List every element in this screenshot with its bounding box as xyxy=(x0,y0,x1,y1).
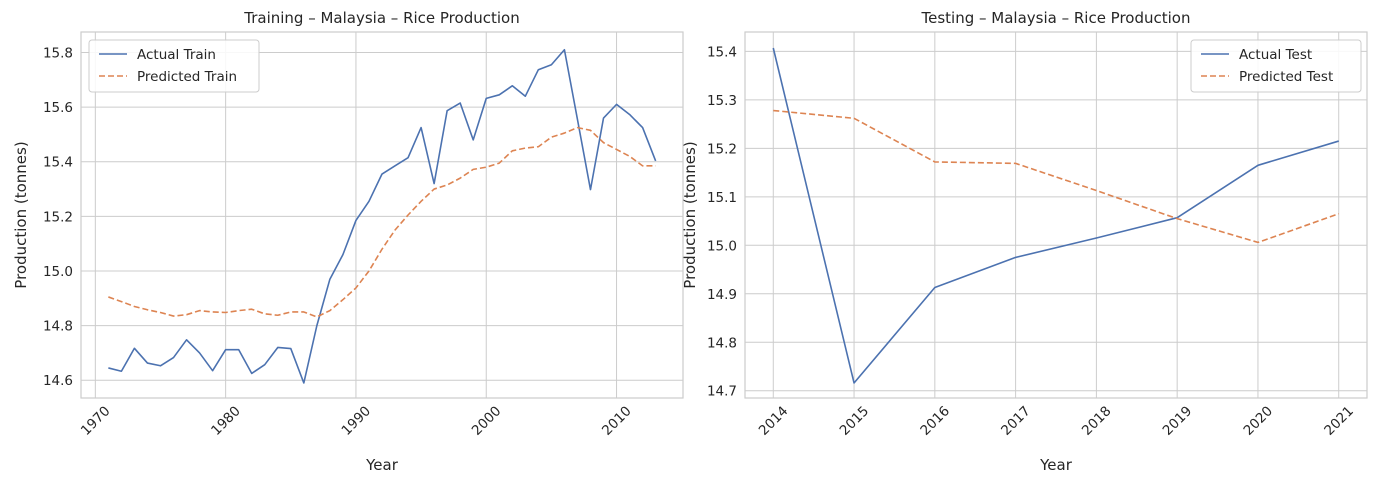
y-tick-label: 15.6 xyxy=(43,100,73,116)
legend-label: Predicted Train xyxy=(137,69,237,85)
x-tick-label: 1990 xyxy=(338,403,374,439)
x-tick-label: 1970 xyxy=(78,403,114,439)
legend: Actual Train Predicted Train xyxy=(88,39,260,93)
x-tick-label: 2017 xyxy=(998,403,1034,439)
legend-label: Actual Test xyxy=(1239,47,1312,63)
legend-box xyxy=(88,39,260,93)
x-tick-label: 1980 xyxy=(208,403,244,439)
y-tick-label: 14.6 xyxy=(43,373,73,389)
chart-title: Training – Malaysia – Rice Production xyxy=(243,9,519,27)
chart-panel-2: 14.7 14.8 14.9 15.0 15.1 15.2 15.3 15.4 2014 2015… xyxy=(681,9,1368,474)
chart-panel-1: 14.6 14.8 15.0 15.2 15.4 15.6 15.8 1970 1980 1990… xyxy=(12,9,684,474)
y-tick-label: 15.4 xyxy=(707,44,737,60)
y-tick-label: 14.8 xyxy=(707,335,737,351)
y-tick-label: 15.0 xyxy=(43,264,73,280)
x-tick-label: 2021 xyxy=(1321,403,1357,439)
y-tick-label: 14.8 xyxy=(43,319,73,335)
series-line-1 xyxy=(108,48,657,384)
legend: Actual Test Predicted Test xyxy=(1190,39,1362,93)
y-tick-label: 15.4 xyxy=(43,155,73,171)
x-tick-label: 2015 xyxy=(837,403,873,439)
x-tick-label: 2000 xyxy=(469,403,505,439)
y-tick-label: 15.2 xyxy=(707,141,737,157)
x-tick-label: 2018 xyxy=(1079,403,1115,439)
x-tick-label: 2010 xyxy=(599,403,635,439)
y-tick-label: 14.7 xyxy=(707,384,737,400)
legend-box xyxy=(1190,39,1362,93)
y-tick-label: 15.8 xyxy=(43,45,73,61)
x-axis-label: Year xyxy=(365,456,399,474)
y-axis-label: Production (tonnes) xyxy=(681,141,699,288)
series-line-2 xyxy=(108,126,656,318)
x-tick-label: 2016 xyxy=(917,403,953,439)
y-axis-label: Production (tonnes) xyxy=(12,141,30,288)
plot-frame xyxy=(80,31,684,399)
y-tick-label: 15.3 xyxy=(707,93,737,109)
x-tick-label: 2020 xyxy=(1240,403,1276,439)
y-tick-label: 15.0 xyxy=(707,238,737,254)
y-tick-label: 15.1 xyxy=(707,190,737,206)
y-tick-label: 14.9 xyxy=(707,287,737,303)
x-axis-label: Year xyxy=(1039,456,1073,474)
x-tick-label: 2014 xyxy=(756,403,792,439)
legend-label: Predicted Test xyxy=(1239,69,1333,85)
plot-frame xyxy=(744,31,1368,399)
y-tick-label: 15.2 xyxy=(43,209,73,225)
chart-title: Testing – Malaysia – Rice Production xyxy=(921,9,1191,27)
series-line-2 xyxy=(773,109,1339,244)
x-tick-label: 2019 xyxy=(1160,403,1196,439)
series-line-1 xyxy=(772,47,1339,384)
legend-label: Actual Train xyxy=(137,47,216,63)
